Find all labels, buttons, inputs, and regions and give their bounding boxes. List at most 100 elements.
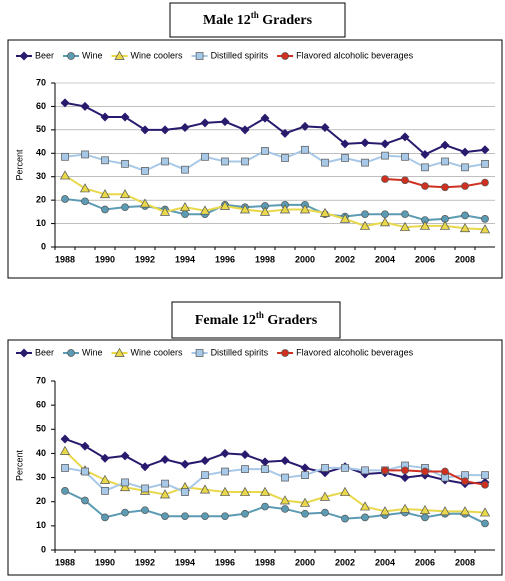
legend-label: Distilled spirits (211, 347, 269, 357)
data-point (321, 464, 329, 472)
data-point (401, 210, 409, 219)
data-point (401, 152, 409, 161)
data-point (221, 512, 229, 521)
x-tick-label: 2004 (375, 557, 395, 567)
y-tick-label: 0 (41, 241, 46, 251)
data-point (421, 163, 429, 172)
data-point (81, 496, 89, 505)
data-point (99, 474, 111, 484)
series-line (64, 197, 486, 222)
data-point (281, 154, 289, 162)
data-point (60, 98, 70, 108)
data-point (201, 471, 209, 480)
x-tick-label: 2000 (295, 557, 315, 567)
legend-marker (195, 52, 204, 60)
data-point (441, 157, 449, 166)
data-point (439, 506, 451, 516)
title-box (171, 301, 341, 339)
series-line (64, 489, 486, 525)
data-point (160, 454, 170, 464)
data-point (281, 473, 289, 482)
legend-marker (19, 348, 29, 358)
y-tick-label: 20 (36, 195, 46, 205)
x-tick-label: 1998 (255, 254, 275, 264)
x-tick-label: 1990 (95, 557, 115, 567)
x-tick-label: 2002 (335, 557, 355, 567)
data-point (181, 165, 189, 174)
data-point (241, 465, 249, 473)
data-point (161, 157, 169, 166)
series-line (64, 464, 485, 494)
data-point (359, 220, 371, 230)
data-point (260, 113, 270, 123)
data-point (101, 156, 109, 165)
chart: Male 12th Graders 0 10 20 30 40 50 60 70 Percent 1… (7, 2, 503, 279)
data-point (381, 151, 389, 160)
y-tick-label: 0 (41, 544, 46, 554)
data-point (161, 479, 169, 488)
data-point (121, 508, 129, 517)
y-tick-label: 10 (36, 520, 46, 530)
y-tick-label: 30 (36, 171, 46, 181)
data-point (221, 157, 229, 166)
x-tick-label: 1992 (135, 254, 155, 264)
data-point (141, 484, 149, 493)
y-tick-label: 30 (36, 472, 46, 482)
y-tick-label: 10 (36, 218, 46, 228)
chart-title: Male 12th Graders (203, 10, 313, 28)
data-point (181, 210, 189, 219)
data-point (81, 467, 89, 476)
data-point (141, 506, 149, 515)
legend-label: Wine coolers (131, 347, 184, 357)
data-point (399, 503, 411, 513)
data-point (181, 512, 189, 521)
data-point (121, 159, 129, 168)
series-line (64, 148, 486, 172)
data-point (199, 484, 211, 494)
legend-marker (114, 347, 125, 357)
data-point (301, 145, 309, 154)
y-tick-label: 40 (36, 148, 46, 158)
x-tick-label: 2004 (375, 254, 395, 264)
title-part: th (256, 310, 264, 320)
data-point (401, 176, 409, 185)
x-tick-label: 2006 (415, 254, 435, 264)
data-point (401, 466, 409, 475)
data-point (461, 163, 469, 172)
data-point (59, 445, 71, 455)
data-point (201, 152, 209, 161)
data-point (380, 139, 390, 149)
data-point (259, 486, 271, 496)
data-point (181, 488, 189, 496)
data-point (481, 519, 489, 528)
series-line (64, 450, 486, 514)
data-point (459, 506, 471, 516)
x-tick-label: 2006 (415, 557, 435, 567)
data-point (80, 101, 90, 111)
data-point (200, 456, 210, 466)
data-point (381, 210, 389, 219)
data-point (81, 150, 89, 159)
data-point (61, 195, 69, 203)
data-point (400, 132, 410, 142)
data-point (220, 117, 230, 127)
data-point (100, 112, 110, 122)
legend-label: Flavored alcoholic beverages (296, 347, 414, 357)
title-part: Graders (259, 13, 313, 28)
data-point (180, 123, 190, 133)
data-point (180, 459, 190, 469)
chart-title: Female 12th Graders (195, 310, 318, 328)
data-point (141, 167, 149, 175)
y-axis-label: Percent (14, 449, 24, 481)
legend-label: Beer (35, 347, 54, 357)
y-axis-label: Percent (14, 149, 24, 181)
data-point (440, 140, 450, 150)
data-point (280, 456, 290, 466)
data-point (199, 205, 211, 215)
y-tick-label: 60 (36, 400, 46, 410)
data-point (220, 448, 230, 458)
series-line (64, 174, 486, 231)
data-point (321, 158, 329, 167)
data-point (219, 200, 231, 210)
data-point (301, 471, 309, 480)
